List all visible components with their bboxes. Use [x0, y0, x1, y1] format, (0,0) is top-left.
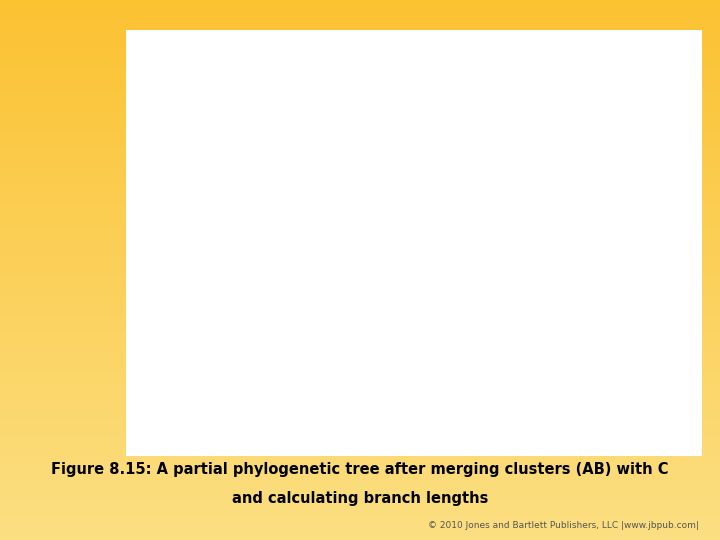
Text: (ABC): (ABC): [169, 285, 212, 300]
Text: (AB): (AB): [382, 177, 414, 192]
Text: C: C: [430, 383, 440, 398]
Text: A: A: [651, 88, 662, 103]
Text: 2: 2: [498, 221, 508, 239]
Text: and calculating branch lengths: and calculating branch lengths: [232, 491, 488, 507]
Point: [453, 190, 464, 198]
Text: B: B: [607, 235, 617, 251]
Point: [253, 288, 265, 296]
Text: 5: 5: [313, 227, 324, 246]
Text: 3: 3: [515, 119, 526, 137]
Text: Figure 8.15: A partial phylogenetic tree after merging clusters (AB) with C: Figure 8.15: A partial phylogenetic tree…: [51, 462, 669, 477]
Text: © 2010 Jones and Bartlett Publishers, LLC |www.jbpub.com|: © 2010 Jones and Bartlett Publishers, LL…: [428, 521, 698, 530]
Text: 3: 3: [300, 342, 311, 360]
